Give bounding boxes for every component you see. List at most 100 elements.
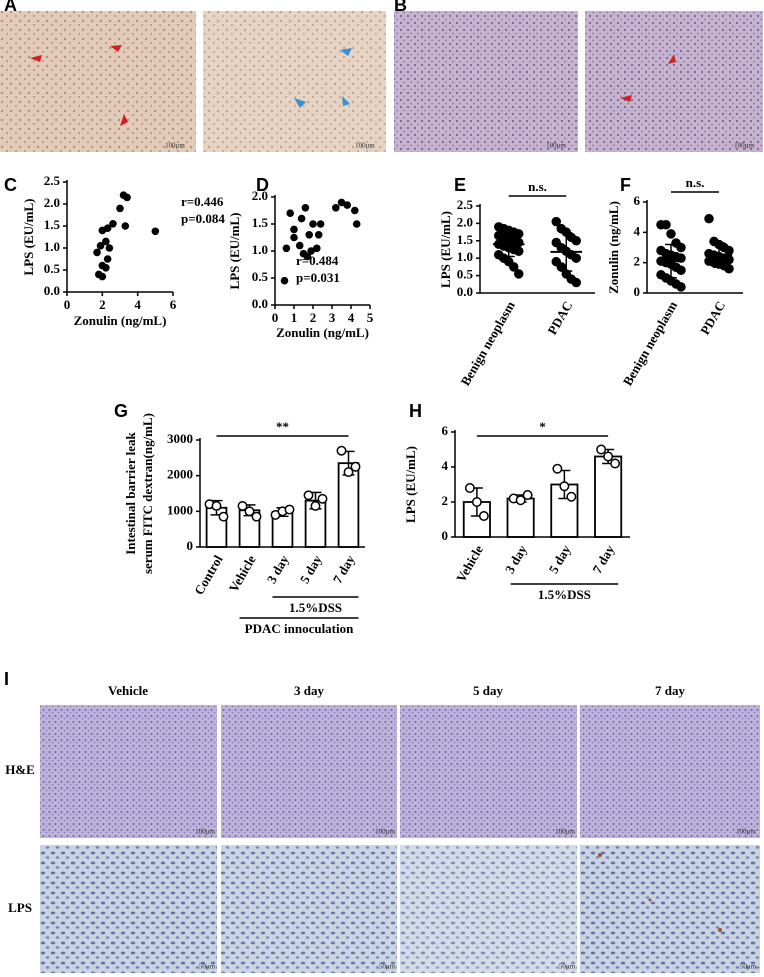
y-tick-label: 4 [634,223,641,238]
x-tick-label: 2 [310,310,317,325]
point [350,461,361,472]
y-tick-label: 1.5 [252,215,269,230]
point [343,467,354,478]
y-tick-label: 0.0 [457,284,473,299]
micrograph [585,11,763,152]
x-tick-label: 0 [272,310,279,325]
point [464,483,475,493]
point [310,501,321,511]
y-tick-label: 3000 [167,431,193,446]
y-axis-label: LPS (EU/mL) [21,199,36,276]
y-tick-label: 2 [442,493,449,508]
x-tick-label: PDAC [697,298,728,337]
arrows [30,45,676,126]
micrograph [221,705,397,838]
y-axis-label: serum FITC dextran(ng/mL) [140,413,155,574]
panel-letter: F [620,175,631,195]
panel-letter: E [454,175,466,195]
y-tick-label: 6 [442,423,449,438]
x-tick-label: 3 day [502,542,530,576]
point [676,253,686,263]
micrograph [40,845,217,973]
y-tick-label: 6 [634,193,641,208]
column-header: 3 day [294,683,324,698]
point [96,242,105,250]
point [116,204,124,213]
panel-letter: B [394,0,407,15]
significance: n.s. [528,179,547,194]
column-header: 5 day [473,683,503,698]
x-tick-label: 1 [291,310,298,325]
point [218,511,229,522]
point [571,236,581,246]
panel-letter: A [4,0,17,15]
y-axis-label: Intestinal barrier leak [123,431,138,554]
x-tick-label: Control [191,552,226,597]
point [596,444,607,455]
annotation: r=0.446 [181,194,224,209]
y-axis-label: Zonulin (ng/mL) [606,201,621,294]
x-tick-label: 4 [134,297,141,312]
point [332,204,340,212]
scale-bar: 100μm [736,828,756,836]
point [290,233,298,242]
scale-bar: 100μm [546,142,566,150]
x-tick-label: Vehicle [453,542,486,584]
y-tick-label: 0 [442,528,449,543]
point [307,247,315,255]
scale-bar: 50μm [199,963,216,971]
micrograph [400,845,577,973]
point [724,254,734,265]
scale-bar: 50μm [559,963,576,971]
point [109,220,117,228]
scale-bar: 100μm [165,142,185,150]
x-tick-label: 2 [99,297,106,312]
scale-bar: 100μm [195,828,215,836]
point [303,252,312,261]
x-tick-label: Benign neoplasm [620,298,681,388]
point [610,458,621,469]
y-tick-label: 4 [442,458,449,473]
point [666,229,676,239]
point [303,490,314,501]
point [151,227,160,236]
point [676,265,686,275]
micrograph [221,845,397,973]
point [284,504,295,515]
group-label: 1.5%DSS [289,600,342,615]
x-tick-label: 4 [348,310,355,325]
point [559,481,570,492]
y-tick-label: 1.0 [457,249,473,264]
x-tick-label: 5 [367,310,374,325]
point [352,220,361,228]
group-label: 1.5%DSS [538,587,591,602]
point [314,231,323,239]
point [337,198,346,207]
micrograph [0,11,196,152]
row-label: H&E [5,762,35,777]
y-tick-label: 0.0 [252,296,268,311]
point [295,241,304,250]
panel-letter: D [256,175,269,195]
x-tick-label: 3 day [264,552,292,586]
scale-bar: 100μm [375,828,395,836]
point [603,451,614,462]
scale-bar: 100μm [734,142,754,150]
point [290,225,298,234]
stain [598,853,722,932]
point [237,501,248,511]
point [514,246,524,256]
point [105,244,114,252]
panel-letter: H [409,401,422,421]
point [251,511,262,522]
point [724,263,734,274]
point [280,276,289,285]
significance: ** [276,419,289,434]
significance: n.s. [686,175,705,190]
micrograph [40,705,217,838]
point [282,244,291,253]
point [305,231,314,239]
point [102,237,110,246]
x-tick-label: 5 day [297,552,325,586]
